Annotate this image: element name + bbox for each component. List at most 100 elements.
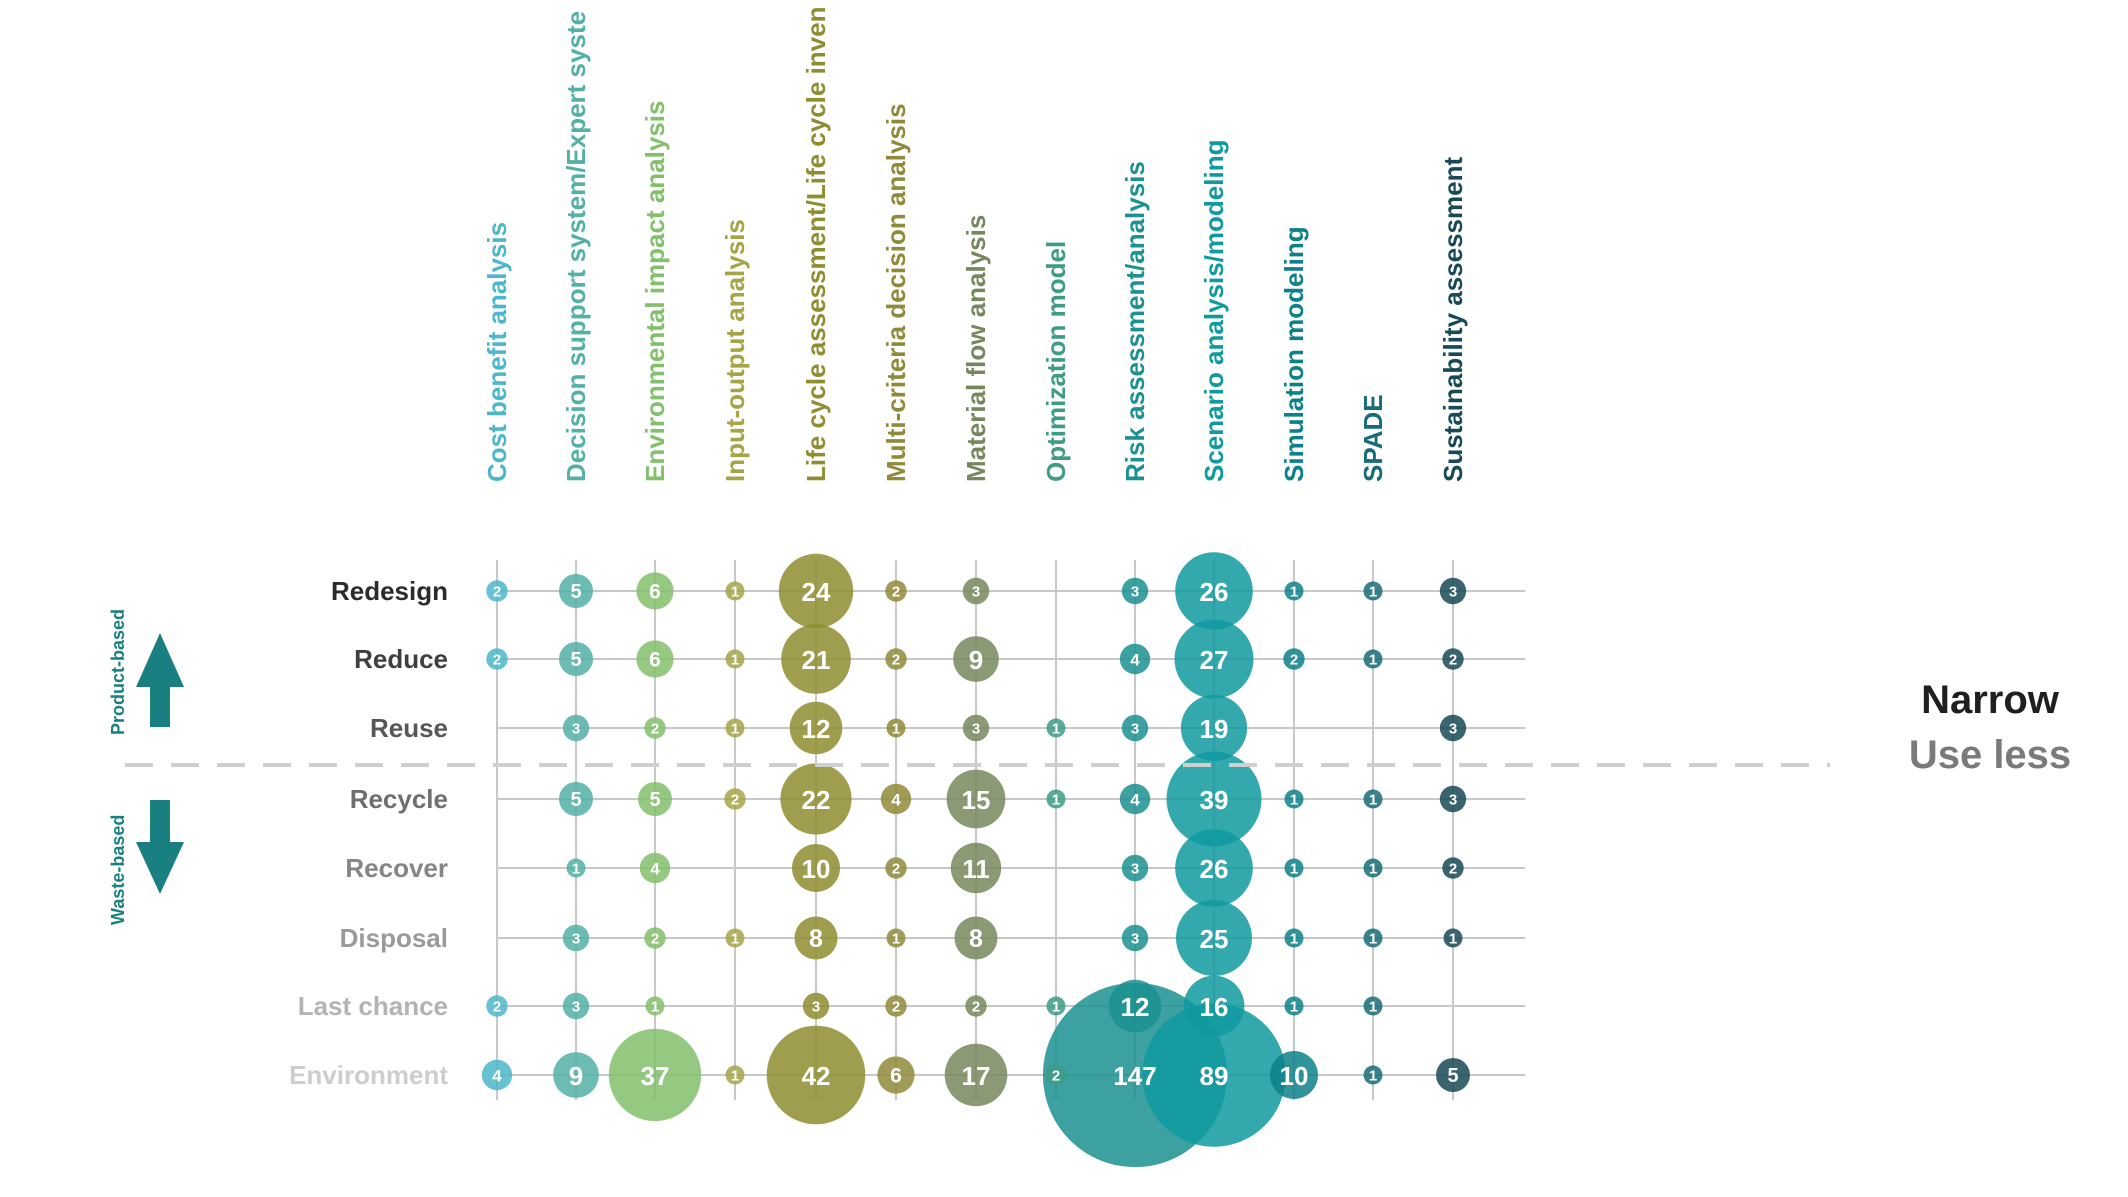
bubble [1363,581,1383,601]
column-label: Optimization model [1041,241,1071,482]
bubble-value-label: 9 [969,645,983,675]
bubble [725,928,745,948]
waste-based-label: Waste-based [108,815,128,925]
column-label: Sustainability assessment [1438,157,1468,482]
bubble-value-label: 6 [649,649,661,672]
bubble-value-label: 10 [1280,1061,1309,1091]
bubble-value-label: 2 [972,999,980,1016]
bubble-value-label: 1 [1290,792,1298,809]
bubble-value-label: 22 [802,785,831,815]
row-label: Disposal [340,923,448,953]
bubble [1183,975,1245,1037]
bubble [1363,1065,1383,1085]
bubble [1142,1003,1286,1147]
bubble [725,649,745,669]
bubble-value-label: 16 [1200,992,1229,1022]
bubble-value-label: 3 [1131,931,1139,948]
bubble [1175,552,1253,630]
bubble [725,581,745,601]
bubble [885,580,907,602]
bubble-value-label: 12 [802,714,831,744]
product-based-label: Product-based [108,609,128,735]
bubble-value-label: 89 [1200,1061,1229,1091]
bubble [1046,996,1066,1016]
bubble [1284,928,1304,948]
bubble [802,992,830,1020]
bubble [486,995,508,1017]
bubble-value-label: 4 [650,860,660,879]
bubble-value-label: 147 [1113,1061,1156,1091]
bubble [1442,648,1464,670]
bubble [886,718,906,738]
bubble-value-label: 1 [1369,584,1377,601]
bubble-value-label: 3 [1131,584,1139,601]
row-label: Reduce [354,644,448,674]
bubble-value-label: 3 [1449,721,1457,738]
bubble-value-label: 5 [570,581,581,603]
bubble [1046,789,1066,809]
bubble-value-label: 1 [731,721,739,738]
bubble-value-label: 3 [1131,721,1139,738]
bubble [1439,577,1467,605]
bubble-value-label: 1 [1052,721,1060,738]
bubble [559,782,593,816]
bubble-value-label: 2 [1052,1068,1060,1085]
bubble-value-label: 1 [892,931,900,948]
bubble [1443,928,1463,948]
bubble-value-label: 2 [731,792,739,809]
row-label: Recycle [350,784,448,814]
bubble [481,1059,513,1091]
bubble-value-label: 1 [1369,931,1377,948]
bubble [1108,979,1162,1033]
bubble [880,783,912,815]
bubble-value-label: 2 [892,861,900,878]
bubble-value-label: 5 [1447,1065,1458,1087]
scope-secondary-label: Use less [1909,733,2071,777]
bubble-value-label: 8 [969,925,983,953]
row-label: Last chance [298,991,448,1021]
bubble [638,782,672,816]
bubble [1363,858,1383,878]
bubble-value-label: 3 [572,721,580,738]
bubble-value-label: 2 [493,584,501,601]
column-label: Environmental impact analysis [640,101,670,482]
bubble-value-label: 2 [493,652,501,669]
bubble [486,580,508,602]
bubble-value-label: 4 [1130,791,1140,810]
column-label: Decision support system/Expert syste [561,11,591,482]
bubble-value-label: 9 [569,1061,583,1091]
bubble [962,714,990,742]
bubble [965,995,987,1017]
bubble-value-label: 3 [972,721,980,738]
bubble-value-label: 3 [1449,584,1457,601]
bubble [1436,1058,1470,1092]
bubble-value-label: 2 [1290,652,1298,669]
bubbles: 147 8942393727262625242221191716151212111… [481,552,1470,1168]
bubble [1284,858,1304,878]
bubble-value-label: 1 [1290,999,1298,1016]
bubble [608,1028,702,1122]
bubble-value-label: 1 [1449,931,1457,948]
bubble [789,701,843,755]
bubble [559,574,593,608]
bubble-value-label: 3 [1131,861,1139,878]
row-label: Environment [289,1060,448,1090]
bubble-value-label: 6 [649,581,661,604]
bubble [644,927,666,949]
bubble [639,852,671,884]
bubble [562,714,590,742]
bubble [1363,649,1383,669]
bubble-value-label: 3 [972,584,980,601]
bubble [954,916,998,960]
bubble-value-label: 1 [1290,584,1298,601]
bubble-value-label: 2 [892,652,900,669]
bubble [962,577,990,605]
column-label: SPADE [1358,394,1388,482]
bubble [559,642,593,676]
bubble [1175,829,1253,907]
bubble [1166,751,1262,847]
bubble [1363,996,1383,1016]
bubble [1284,789,1304,809]
bubble-value-label: 2 [1449,652,1457,669]
